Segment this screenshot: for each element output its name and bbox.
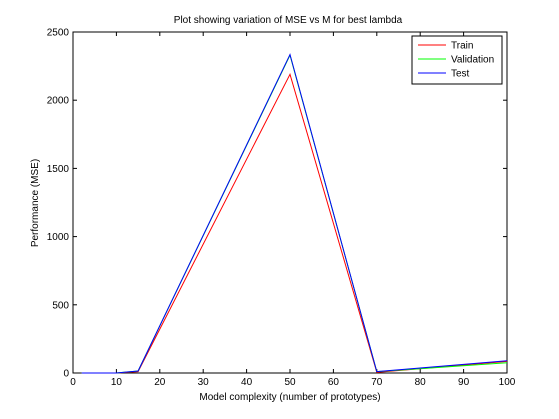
y-tick-label: 1000 xyxy=(47,232,70,243)
y-tick-label: 2000 xyxy=(47,96,70,107)
legend: Train Validation Test xyxy=(411,35,503,85)
x-tick-label: 30 xyxy=(198,377,210,388)
y-tick-label: 0 xyxy=(63,369,69,380)
y-axis-label: Performance (MSE) xyxy=(30,159,41,247)
chart-title: Plot showing variation of MSE vs M for b… xyxy=(174,15,403,26)
y-tick-label: 1500 xyxy=(47,164,70,175)
x-tick-label: 80 xyxy=(415,377,427,388)
x-axis-label: Model complexity (number of prototypes) xyxy=(199,392,380,403)
x-tick-label: 70 xyxy=(371,377,383,388)
x-tick-label: 90 xyxy=(458,377,470,388)
x-tick-label: 100 xyxy=(499,377,516,388)
y-axis-ticks: 0 500 1000 1500 2000 2500 xyxy=(47,28,507,380)
legend-label-train: Train xyxy=(451,41,473,52)
series-line-test xyxy=(81,53,508,374)
plot-area xyxy=(72,31,508,374)
legend-label-test: Test xyxy=(451,69,470,80)
x-tick-label: 20 xyxy=(154,377,166,388)
y-tick-label: 2500 xyxy=(47,28,70,39)
x-tick-label: 60 xyxy=(328,377,340,388)
legend-box xyxy=(411,35,503,85)
x-tick-label: 0 xyxy=(70,377,76,388)
x-axis-ticks: 0 10 20 30 40 50 60 70 80 90 100 xyxy=(70,32,516,388)
x-tick-label: 40 xyxy=(241,377,253,388)
x-tick-label: 10 xyxy=(111,377,123,388)
y-tick-label: 500 xyxy=(52,300,69,311)
legend-label-validation: Validation xyxy=(451,55,494,66)
series-lines xyxy=(81,53,508,374)
x-tick-label: 50 xyxy=(284,377,296,388)
